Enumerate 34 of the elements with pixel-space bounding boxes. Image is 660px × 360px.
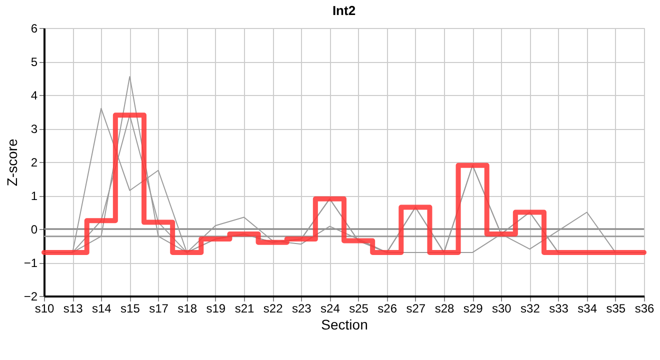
x-tick-label: s17 [149,302,169,316]
x-tick-label: s14 [92,302,112,316]
y-tick-label: 2 [30,156,38,170]
y-tick-label: 3 [30,122,38,136]
y-tick-label: 6 [30,22,38,36]
x-tick-label: s29 [463,302,484,316]
y-axis-title: Z-score [4,138,20,186]
x-tick-label: s25 [349,302,369,316]
x-tick-label: s30 [492,302,512,316]
x-tick-label: s33 [549,302,569,316]
x-tick-label: s36 [634,302,654,316]
x-tick-label: s23 [292,302,312,316]
x-tick-label: s22 [263,302,284,316]
x-tick-label: s34 [578,302,598,316]
x-tick-label: s24 [320,302,340,316]
x-tick-label: s19 [206,302,226,316]
chart-title: Int2 [332,3,356,18]
x-tick-label: s28 [434,302,454,316]
y-tick-label: 0 [30,222,38,236]
x-tick-label: s27 [406,302,426,316]
y-tick-label: 1 [30,189,38,203]
y-tick-label: 5 [30,55,38,69]
x-tick-label: s21 [234,302,254,316]
x-tick-label: s32 [520,302,540,316]
y-tick-label: −2 [24,290,38,304]
y-tick-label: 4 [30,88,38,102]
y-tick-label: −1 [24,256,38,270]
x-tick-label: s35 [606,302,626,316]
x-tick-label: s15 [120,302,140,316]
x-tick-label: s26 [378,302,398,316]
x-tick-label: s13 [63,302,84,316]
x-tick-label: s10 [34,302,54,316]
x-tick-label: s18 [178,302,198,316]
x-axis-title: Section [321,316,368,332]
